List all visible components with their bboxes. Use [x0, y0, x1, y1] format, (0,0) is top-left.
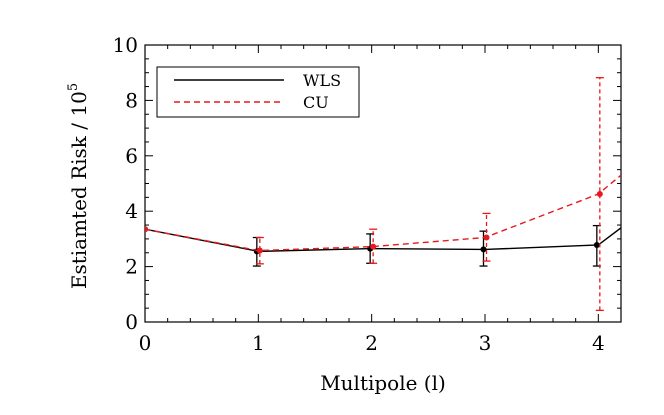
y-tick-label: 6	[125, 144, 138, 168]
x-axis-title: Multipole (l)	[320, 371, 446, 395]
y-tick-label: 2	[125, 255, 138, 279]
data-point	[480, 246, 487, 253]
y-axis-title: Estiamted Risk / 105	[66, 83, 91, 289]
axis-ticks: 0 1 2 3 4 0 2 4 6 8 10	[113, 33, 622, 355]
plot-area	[144, 44, 622, 323]
data-point	[483, 234, 490, 241]
legend: WLS CU	[156, 66, 360, 118]
data-point	[256, 247, 263, 254]
y-tick-label: 8	[125, 88, 138, 112]
data-point	[145, 226, 148, 233]
series-cu	[145, 77, 621, 312]
data-point	[593, 241, 600, 248]
legend-label-cu: CU	[303, 93, 329, 112]
y-tick-label: 10	[113, 33, 138, 57]
series-line-cu	[145, 174, 621, 252]
data-point	[370, 243, 377, 250]
y-tick-label: 4	[125, 199, 138, 223]
x-tick-label: 1	[252, 331, 265, 355]
y-axis-title-main: Estiamted Risk / 10	[67, 91, 91, 289]
x-tick-label: 4	[592, 331, 605, 355]
legend-box	[156, 66, 360, 118]
y-tick-label: 0	[125, 310, 138, 334]
x-tick-label: 3	[479, 331, 492, 355]
x-tick-label: 2	[365, 331, 378, 355]
x-tick-label: 0	[139, 331, 152, 355]
series-wls	[145, 224, 621, 267]
legend-label-wls: WLS	[303, 71, 341, 90]
series-line-wls	[145, 227, 621, 253]
data-point	[596, 191, 603, 198]
y-axis-title-exponent: 5	[66, 83, 81, 91]
